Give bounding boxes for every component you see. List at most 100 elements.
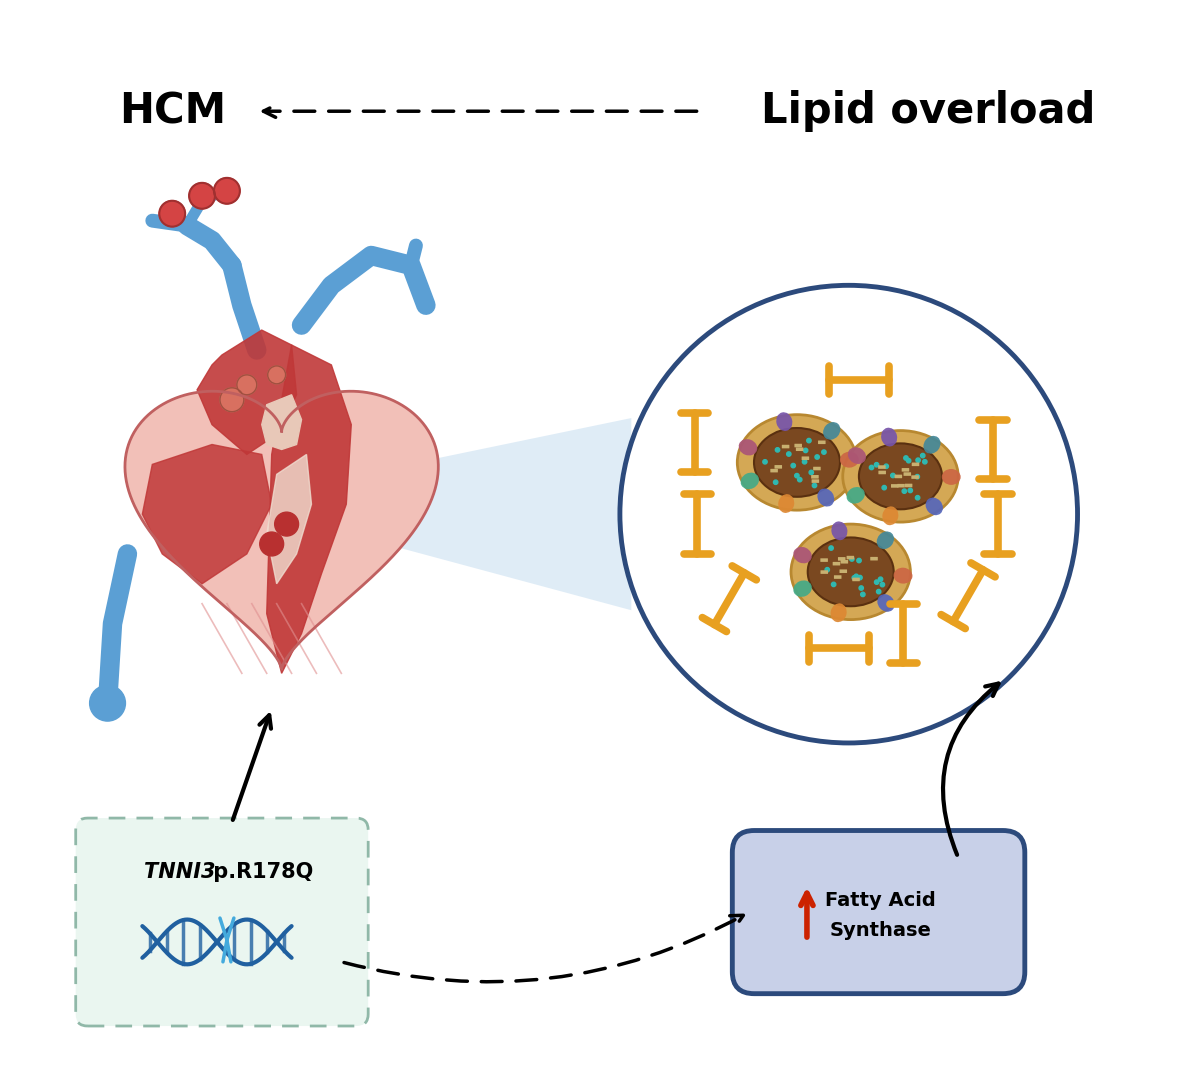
FancyArrowPatch shape	[344, 915, 743, 982]
Circle shape	[220, 388, 244, 412]
FancyBboxPatch shape	[76, 818, 368, 1027]
Circle shape	[916, 475, 919, 479]
Circle shape	[774, 480, 778, 485]
FancyBboxPatch shape	[814, 467, 821, 470]
FancyBboxPatch shape	[796, 448, 804, 451]
Ellipse shape	[808, 538, 894, 606]
Circle shape	[190, 183, 215, 209]
Circle shape	[620, 285, 1078, 743]
Ellipse shape	[881, 428, 898, 447]
Polygon shape	[125, 391, 438, 669]
FancyBboxPatch shape	[846, 556, 854, 559]
Circle shape	[90, 685, 126, 721]
Circle shape	[908, 488, 912, 492]
FancyBboxPatch shape	[774, 465, 782, 468]
Circle shape	[852, 576, 857, 580]
Circle shape	[857, 558, 862, 563]
Circle shape	[791, 463, 796, 468]
FancyBboxPatch shape	[833, 562, 840, 566]
Circle shape	[858, 576, 862, 580]
Polygon shape	[143, 444, 271, 584]
Circle shape	[916, 457, 920, 463]
FancyBboxPatch shape	[811, 475, 818, 479]
Circle shape	[815, 455, 820, 460]
Circle shape	[812, 483, 817, 488]
Circle shape	[850, 557, 854, 562]
Ellipse shape	[793, 546, 811, 564]
Text: Synthase: Synthase	[829, 920, 931, 940]
Ellipse shape	[894, 568, 912, 583]
FancyBboxPatch shape	[802, 456, 809, 460]
Circle shape	[275, 512, 299, 535]
FancyBboxPatch shape	[852, 578, 860, 581]
Circle shape	[822, 450, 826, 454]
Circle shape	[854, 575, 858, 579]
Ellipse shape	[942, 469, 961, 485]
Circle shape	[904, 455, 908, 461]
Ellipse shape	[832, 521, 847, 540]
Ellipse shape	[778, 494, 794, 513]
FancyBboxPatch shape	[821, 570, 828, 573]
Ellipse shape	[925, 498, 943, 515]
Circle shape	[809, 470, 814, 475]
Circle shape	[906, 459, 911, 463]
Ellipse shape	[842, 430, 958, 522]
Circle shape	[876, 590, 881, 594]
Circle shape	[875, 580, 878, 584]
FancyBboxPatch shape	[840, 569, 847, 573]
FancyArrowPatch shape	[943, 684, 998, 855]
Circle shape	[860, 592, 865, 596]
FancyBboxPatch shape	[732, 830, 1025, 994]
FancyBboxPatch shape	[770, 469, 778, 473]
Text: TNNI3: TNNI3	[144, 862, 216, 882]
Circle shape	[804, 449, 808, 453]
Ellipse shape	[924, 436, 941, 454]
FancyBboxPatch shape	[818, 440, 826, 444]
Ellipse shape	[793, 580, 811, 597]
Text: p.R178Q: p.R178Q	[206, 862, 313, 882]
Circle shape	[920, 453, 925, 457]
Circle shape	[214, 178, 240, 204]
Circle shape	[806, 438, 811, 442]
Ellipse shape	[859, 443, 942, 509]
Ellipse shape	[846, 487, 865, 504]
Polygon shape	[312, 418, 631, 610]
Circle shape	[798, 477, 802, 481]
Circle shape	[775, 448, 780, 452]
Ellipse shape	[848, 448, 866, 464]
Circle shape	[268, 366, 286, 384]
Ellipse shape	[840, 452, 859, 467]
Circle shape	[803, 460, 806, 464]
FancyBboxPatch shape	[782, 444, 790, 449]
Text: Fatty Acid: Fatty Acid	[826, 891, 936, 909]
Ellipse shape	[737, 415, 857, 511]
Circle shape	[923, 460, 928, 464]
Polygon shape	[262, 395, 301, 450]
FancyBboxPatch shape	[811, 479, 820, 482]
FancyBboxPatch shape	[878, 470, 886, 474]
FancyBboxPatch shape	[821, 558, 828, 562]
Circle shape	[875, 463, 878, 467]
FancyArrowPatch shape	[264, 105, 697, 117]
Ellipse shape	[830, 604, 847, 622]
Ellipse shape	[877, 594, 895, 611]
Circle shape	[829, 546, 833, 551]
Ellipse shape	[740, 473, 758, 489]
Text: Lipid overload: Lipid overload	[761, 90, 1096, 132]
FancyBboxPatch shape	[894, 475, 902, 478]
Polygon shape	[266, 345, 352, 673]
Circle shape	[881, 582, 884, 586]
Circle shape	[902, 489, 906, 493]
Circle shape	[916, 495, 919, 500]
Ellipse shape	[823, 422, 840, 440]
Circle shape	[882, 486, 887, 490]
FancyBboxPatch shape	[878, 465, 886, 469]
FancyBboxPatch shape	[912, 463, 919, 466]
Ellipse shape	[791, 524, 911, 620]
Ellipse shape	[776, 412, 792, 431]
Ellipse shape	[754, 428, 840, 496]
FancyBboxPatch shape	[870, 557, 878, 560]
Circle shape	[869, 465, 874, 469]
Ellipse shape	[877, 531, 894, 550]
Circle shape	[787, 452, 791, 456]
